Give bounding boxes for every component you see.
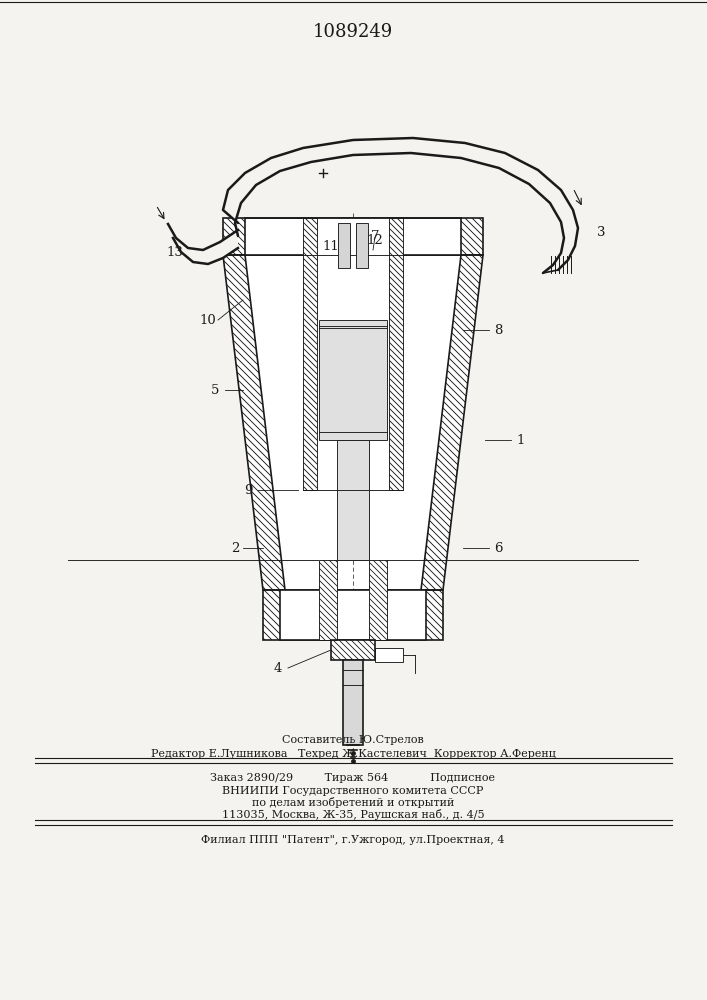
Text: 1089249: 1089249 [313, 23, 393, 41]
Text: 5: 5 [211, 383, 219, 396]
Text: Заказ 2890/29         Тираж 564            Подписное: Заказ 2890/29 Тираж 564 Подписное [211, 773, 496, 783]
Text: 1: 1 [517, 434, 525, 446]
Polygon shape [338, 223, 350, 268]
Text: 7: 7 [370, 231, 379, 243]
Polygon shape [223, 138, 578, 273]
Text: Филиал ППП "Патент", г.Ужгород, ул.Проектная, 4: Филиал ППП "Патент", г.Ужгород, ул.Проек… [201, 835, 505, 845]
Text: 6: 6 [493, 542, 502, 554]
Polygon shape [389, 218, 403, 490]
Polygon shape [245, 255, 461, 590]
Polygon shape [369, 560, 387, 640]
Text: 113035, Москва, Ж-35, Раушская наб., д. 4/5: 113035, Москва, Ж-35, Раушская наб., д. … [222, 810, 484, 820]
Text: ВНИИПИ Государственного комитета СССР: ВНИИПИ Государственного комитета СССР [222, 786, 484, 796]
Polygon shape [343, 660, 363, 745]
Text: 9: 9 [244, 484, 252, 496]
Polygon shape [331, 640, 375, 660]
Polygon shape [280, 590, 426, 640]
Text: 4: 4 [274, 662, 282, 674]
Polygon shape [356, 223, 368, 268]
Text: 13: 13 [167, 246, 183, 259]
Text: 3: 3 [597, 227, 605, 239]
Polygon shape [168, 224, 238, 264]
Polygon shape [223, 255, 285, 590]
Text: 11: 11 [322, 239, 339, 252]
Bar [375, 648, 403, 662]
Polygon shape [319, 560, 337, 640]
Text: 8: 8 [493, 324, 502, 336]
Polygon shape [303, 218, 317, 490]
Text: Редактор Е.Лушникова   Техред Ж.Кастелевич  Корректор А.Ференц: Редактор Е.Лушникова Техред Ж.Кастелевич… [151, 749, 556, 759]
Polygon shape [421, 255, 483, 590]
Text: 2: 2 [230, 542, 239, 554]
Polygon shape [263, 590, 443, 640]
Text: 12: 12 [367, 233, 383, 246]
Polygon shape [317, 218, 389, 490]
Polygon shape [245, 218, 461, 255]
Text: по делам изобретений и открытий: по делам изобретений и открытий [252, 798, 454, 808]
Polygon shape [319, 320, 387, 440]
Text: Составитель Ю.Стрелов: Составитель Ю.Стрелов [282, 735, 424, 745]
Polygon shape [223, 218, 483, 255]
Text: 10: 10 [199, 314, 216, 326]
Polygon shape [337, 440, 369, 560]
